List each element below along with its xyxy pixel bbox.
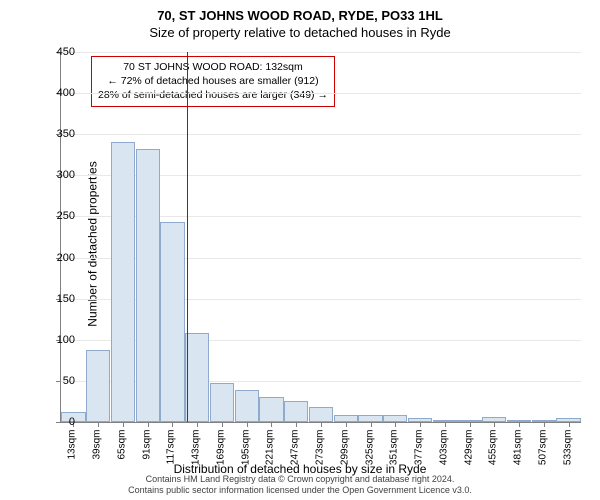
ytick-label: 450 xyxy=(45,46,75,58)
xtick-label: 91sqm xyxy=(141,430,152,470)
xtick-mark xyxy=(420,422,421,427)
ytick-label: 150 xyxy=(45,293,75,305)
ytick-label: 200 xyxy=(45,252,75,264)
marker-annotation: 70 ST JOHNS WOOD ROAD: 132sqm← 72% of de… xyxy=(91,56,335,107)
xtick-mark xyxy=(346,422,347,427)
ytick-label: 50 xyxy=(45,375,75,387)
histogram-bar xyxy=(284,401,308,422)
histogram-bar xyxy=(86,350,110,422)
chart-title: 70, ST JOHNS WOOD ROAD, RYDE, PO33 1HL xyxy=(0,8,600,23)
ytick-label: 300 xyxy=(45,169,75,181)
xtick-mark xyxy=(271,422,272,427)
xtick-label: 377sqm xyxy=(414,430,425,470)
xtick-label: 299sqm xyxy=(339,430,350,470)
gridline xyxy=(61,134,581,135)
xtick-label: 403sqm xyxy=(438,430,449,470)
xtick-label: 65sqm xyxy=(116,430,127,470)
xtick-label: 117sqm xyxy=(166,430,177,470)
annotation-line: 70 ST JOHNS WOOD ROAD: 132sqm xyxy=(98,60,328,74)
ytick-label: 350 xyxy=(45,128,75,140)
xtick-label: 195sqm xyxy=(240,430,251,470)
gridline xyxy=(61,93,581,94)
xtick-label: 247sqm xyxy=(290,430,301,470)
attribution-line: Contains HM Land Registry data © Crown c… xyxy=(0,474,600,485)
xtick-mark xyxy=(321,422,322,427)
xtick-mark xyxy=(197,422,198,427)
xtick-mark xyxy=(123,422,124,427)
annotation-line: ← 72% of detached houses are smaller (91… xyxy=(98,74,328,88)
histogram-bar xyxy=(136,149,160,422)
histogram-chart: 70, ST JOHNS WOOD ROAD, RYDE, PO33 1HL S… xyxy=(0,0,600,500)
xtick-mark xyxy=(569,422,570,427)
marker-line xyxy=(187,52,188,422)
ytick-label: 100 xyxy=(45,334,75,346)
xtick-mark xyxy=(247,422,248,427)
xtick-mark xyxy=(395,422,396,427)
xtick-label: 533sqm xyxy=(562,430,573,470)
xtick-label: 39sqm xyxy=(92,430,103,470)
xtick-label: 481sqm xyxy=(513,430,524,470)
xtick-label: 429sqm xyxy=(463,430,474,470)
annotation-line: 28% of semi-detached houses are larger (… xyxy=(98,88,328,102)
xtick-mark xyxy=(98,422,99,427)
xtick-label: 455sqm xyxy=(488,430,499,470)
xtick-mark xyxy=(296,422,297,427)
xtick-mark xyxy=(519,422,520,427)
gridline xyxy=(61,52,581,53)
xtick-mark xyxy=(371,422,372,427)
histogram-bar xyxy=(111,142,135,422)
histogram-bar xyxy=(259,397,283,422)
xtick-label: 507sqm xyxy=(537,430,548,470)
xtick-mark xyxy=(445,422,446,427)
xtick-label: 325sqm xyxy=(364,430,375,470)
ytick-label: 250 xyxy=(45,210,75,222)
ytick-label: 400 xyxy=(45,87,75,99)
xtick-label: 221sqm xyxy=(265,430,276,470)
histogram-bar xyxy=(309,407,333,422)
attribution-text: Contains HM Land Registry data © Crown c… xyxy=(0,474,600,496)
xtick-mark xyxy=(544,422,545,427)
xtick-mark xyxy=(148,422,149,427)
xtick-mark xyxy=(494,422,495,427)
xtick-mark xyxy=(172,422,173,427)
plot-area: 70 ST JOHNS WOOD ROAD: 132sqm← 72% of de… xyxy=(60,52,581,423)
histogram-bar xyxy=(185,333,209,422)
attribution-line: Contains public sector information licen… xyxy=(0,485,600,496)
xtick-label: 13sqm xyxy=(67,430,78,470)
chart-subtitle: Size of property relative to detached ho… xyxy=(0,25,600,40)
histogram-bar xyxy=(160,222,184,422)
xtick-mark xyxy=(470,422,471,427)
xtick-label: 351sqm xyxy=(389,430,400,470)
ytick-label: 0 xyxy=(45,416,75,428)
xtick-mark xyxy=(222,422,223,427)
xtick-label: 169sqm xyxy=(215,430,226,470)
histogram-bar xyxy=(210,383,234,422)
xtick-label: 273sqm xyxy=(315,430,326,470)
histogram-bar xyxy=(235,390,259,422)
xtick-label: 143sqm xyxy=(191,430,202,470)
